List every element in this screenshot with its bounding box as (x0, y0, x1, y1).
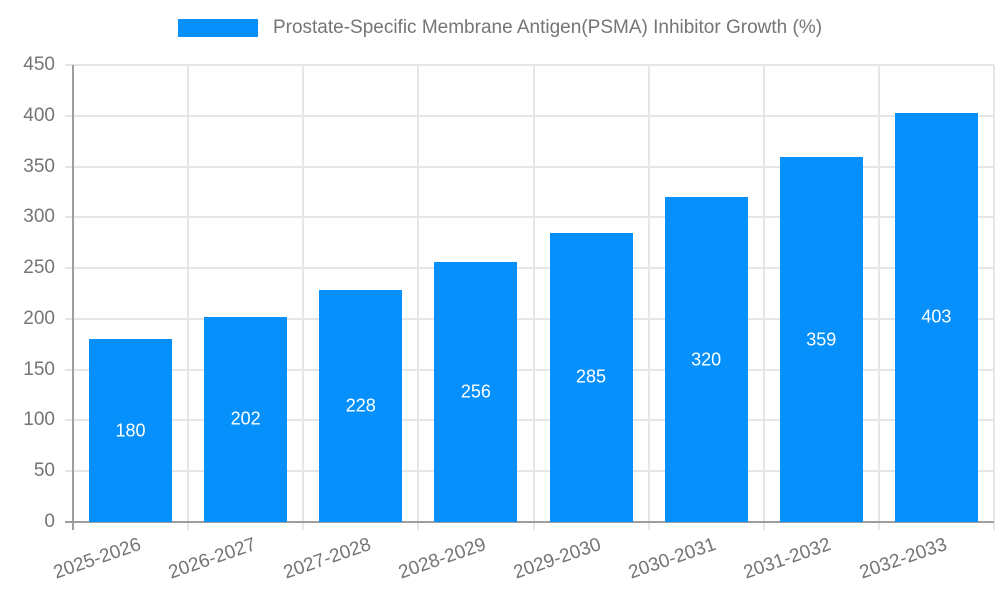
y-axis-tick-label: 200 (23, 307, 55, 329)
x-axis-tick-label: 2028-2029 (396, 534, 489, 584)
gridline-vertical (762, 65, 765, 530)
bar-2026-2027: 202 (204, 316, 288, 522)
bar-value-label: 403 (921, 306, 952, 327)
bar-2029-2030: 285 (549, 232, 633, 522)
bar-value-label: 180 (115, 420, 146, 441)
legend: Prostate-Specific Membrane Antigen(PSMA)… (0, 17, 1000, 39)
bar-value-label: 320 (691, 349, 722, 370)
legend-series-label: Prostate-Specific Membrane Antigen(PSMA)… (272, 17, 823, 38)
bar-value-label: 285 (576, 366, 607, 387)
gridline-vertical (877, 65, 880, 530)
x-axis-tick-label: 2026-2027 (165, 534, 259, 584)
y-axis-tick-label: 250 (23, 257, 55, 279)
gridline-horizontal (65, 419, 994, 422)
gridline-horizontal (65, 470, 994, 473)
gridline-horizontal (65, 267, 994, 270)
y-axis-tick-label: 300 (23, 206, 55, 228)
y-axis-tick-label: 50 (33, 460, 55, 482)
y-axis-tick-label: 400 (23, 104, 55, 126)
gridline-horizontal (65, 114, 994, 117)
legend-swatch-icon (177, 19, 258, 37)
x-axis-tick-label: 2031-2032 (741, 534, 835, 584)
gridline-horizontal (65, 64, 994, 66)
x-axis-tick-label: 2029-2030 (511, 534, 604, 584)
bar-2030-2031: 320 (664, 197, 748, 522)
bar-2031-2032: 359 (779, 157, 863, 522)
bar-value-label: 256 (460, 381, 491, 402)
y-axis-tick-label: 100 (23, 409, 55, 431)
y-axis-tick-label: 350 (23, 155, 55, 177)
x-axis-tick-label: 2030-2031 (626, 534, 720, 584)
x-axis-tick-label: 2027-2028 (280, 534, 374, 584)
bar-value-label: 202 (230, 408, 261, 429)
x-axis-tick-label: 2032-2033 (856, 534, 950, 584)
gridline-vertical (302, 65, 305, 530)
gridline-vertical (187, 65, 190, 530)
y-axis-tick-label: 150 (23, 358, 55, 380)
plot-area: 0 50 100 150 200 250 300 350 400 450 180 2025-2026 2… (23, 54, 995, 583)
gridline-horizontal (65, 216, 994, 219)
bar-2025-2026: 180 (89, 339, 173, 522)
gridline-vertical (993, 65, 995, 530)
bar-value-label: 228 (345, 395, 376, 416)
y-axis-tick-label: 450 (23, 54, 55, 75)
gridline-vertical (647, 65, 650, 530)
x-axis-tick-label: 2025-2026 (50, 534, 144, 584)
gridline-vertical (532, 65, 535, 530)
bar-value-label: 359 (806, 329, 837, 350)
gridline-vertical (417, 65, 420, 530)
y-axis-line (72, 65, 74, 530)
gridline-horizontal (65, 368, 994, 371)
bar-2032-2033: 403 (894, 112, 978, 522)
x-axis-line (65, 521, 994, 523)
bar-2027-2028: 228 (319, 290, 403, 522)
bar-2028-2029: 256 (434, 262, 518, 522)
y-axis-tick-label: 0 (44, 511, 55, 532)
gridline-horizontal (65, 165, 994, 168)
gridline-horizontal (65, 317, 994, 320)
